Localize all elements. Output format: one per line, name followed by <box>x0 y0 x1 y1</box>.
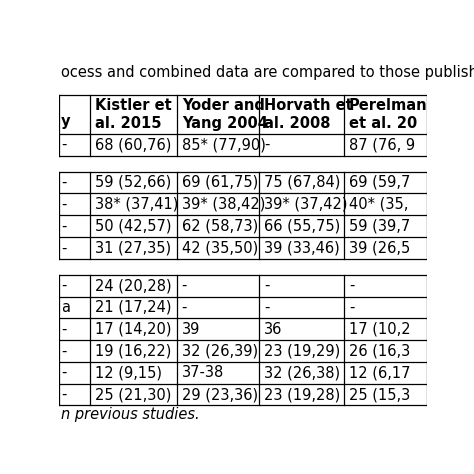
Text: 69 (61,75): 69 (61,75) <box>182 175 258 190</box>
Text: 62 (58,73): 62 (58,73) <box>182 219 258 234</box>
Text: 23 (19,28): 23 (19,28) <box>264 387 340 402</box>
Text: -: - <box>182 278 187 293</box>
Text: 25 (15,3: 25 (15,3 <box>349 387 410 402</box>
Text: -: - <box>349 278 354 293</box>
Text: 68 (60,76): 68 (60,76) <box>95 137 171 152</box>
Text: 17 (10,2: 17 (10,2 <box>349 322 410 337</box>
Text: -: - <box>61 278 66 293</box>
Text: 25 (21,30): 25 (21,30) <box>95 387 171 402</box>
Text: a: a <box>61 300 70 315</box>
Text: 87 (76, 9: 87 (76, 9 <box>349 137 415 152</box>
Text: 75 (67,84): 75 (67,84) <box>264 175 340 190</box>
Text: 39: 39 <box>182 322 200 337</box>
Text: 39* (37,42): 39* (37,42) <box>264 197 348 212</box>
Text: 69 (59,7: 69 (59,7 <box>349 175 410 190</box>
Text: 38* (37,41): 38* (37,41) <box>95 197 178 212</box>
Text: 12 (9,15): 12 (9,15) <box>95 365 162 380</box>
Text: Yoder and
Yang 2004: Yoder and Yang 2004 <box>182 98 268 131</box>
Text: -: - <box>61 175 66 190</box>
Text: 50 (42,57): 50 (42,57) <box>95 219 172 234</box>
Text: -: - <box>61 219 66 234</box>
Text: -: - <box>61 365 66 380</box>
Text: 66 (55,75): 66 (55,75) <box>264 219 340 234</box>
Text: 17 (14,20): 17 (14,20) <box>95 322 172 337</box>
Text: 36: 36 <box>264 322 283 337</box>
Text: 26 (16,3: 26 (16,3 <box>349 344 410 358</box>
Text: Kistler et
al. 2015: Kistler et al. 2015 <box>95 98 172 131</box>
Text: -: - <box>349 300 354 315</box>
Text: 39 (26,5: 39 (26,5 <box>349 240 410 255</box>
Text: 31 (27,35): 31 (27,35) <box>95 240 171 255</box>
Text: ocess and combined data are compared to those published: ocess and combined data are compared to … <box>61 65 474 80</box>
Text: Perelman
et al. 20: Perelman et al. 20 <box>349 98 428 131</box>
Text: -: - <box>61 240 66 255</box>
Text: -: - <box>61 322 66 337</box>
Text: 32 (26,39): 32 (26,39) <box>182 344 258 358</box>
Text: 59 (52,66): 59 (52,66) <box>95 175 171 190</box>
Text: 85* (77,90): 85* (77,90) <box>182 137 265 152</box>
Text: -: - <box>264 137 270 152</box>
Text: n previous studies.: n previous studies. <box>61 407 200 422</box>
Text: 24 (20,28): 24 (20,28) <box>95 278 172 293</box>
Text: 39 (33,46): 39 (33,46) <box>264 240 340 255</box>
Text: 32 (26,38): 32 (26,38) <box>264 365 340 380</box>
Text: 37-38: 37-38 <box>182 365 224 380</box>
Text: -: - <box>182 300 187 315</box>
Text: 21 (17,24): 21 (17,24) <box>95 300 172 315</box>
Text: -: - <box>264 300 270 315</box>
Text: -: - <box>61 387 66 402</box>
Text: 39* (38,42): 39* (38,42) <box>182 197 265 212</box>
Text: -: - <box>61 197 66 212</box>
Text: 12 (6,17: 12 (6,17 <box>349 365 410 380</box>
Text: -: - <box>264 278 270 293</box>
Text: 19 (16,22): 19 (16,22) <box>95 344 171 358</box>
Text: Horvath et
al. 2008: Horvath et al. 2008 <box>264 98 353 131</box>
Text: 42 (35,50): 42 (35,50) <box>182 240 258 255</box>
Text: -: - <box>61 344 66 358</box>
Text: 59 (39,7: 59 (39,7 <box>349 219 410 234</box>
Text: 23 (19,29): 23 (19,29) <box>264 344 340 358</box>
Text: 40* (35,: 40* (35, <box>349 197 408 212</box>
Text: -: - <box>61 137 66 152</box>
Text: 29 (23,36): 29 (23,36) <box>182 387 258 402</box>
Text: y: y <box>61 114 71 129</box>
